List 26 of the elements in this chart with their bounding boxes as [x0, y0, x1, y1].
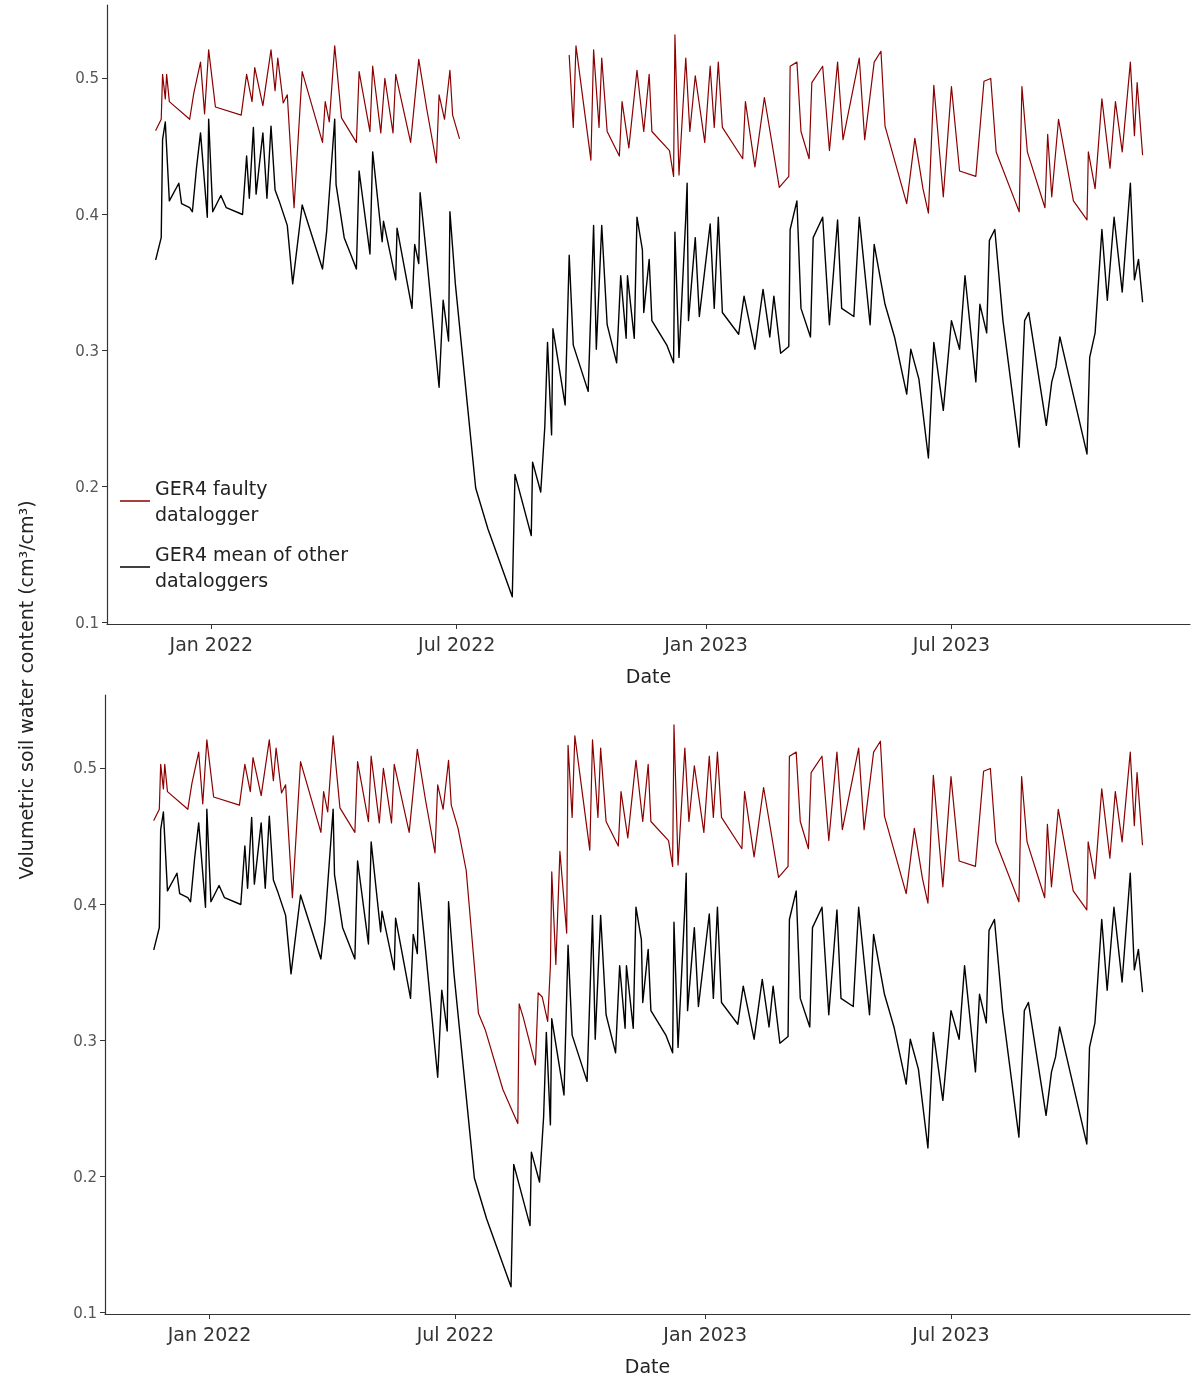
x-axis-title: Date [624, 1354, 671, 1377]
x-tick-label: Jul 2022 [415, 1322, 495, 1345]
y-tick-label: 0.3 [75, 341, 99, 360]
line-series [153, 724, 1144, 1125]
y-tick-label: 0.3 [73, 1031, 97, 1050]
x-tick-label: Jan 2022 [168, 632, 254, 655]
line-series [153, 808, 1144, 1288]
x-tick-label: Jan 2022 [166, 1322, 252, 1345]
y-tick-label: 0.1 [75, 613, 99, 632]
line-series [155, 118, 1144, 598]
y-tick-label: 0.4 [73, 895, 97, 914]
y-tick-label: 0.5 [75, 69, 99, 88]
y-axis-title: Volumetric soil water content (cm³/cm³) [15, 500, 37, 880]
y-tick-label: 0.2 [73, 1167, 97, 1186]
x-axis-title: Date [625, 664, 672, 687]
y-tick-label: 0.1 [73, 1303, 97, 1322]
y-tick-label: 0.2 [75, 477, 99, 496]
legend-label: GER4 mean of other dataloggers [155, 543, 354, 591]
x-tick-label: Jul 2023 [911, 1322, 990, 1345]
x-tick-label: Jan 2023 [662, 1322, 748, 1345]
x-tick-label: Jul 2022 [417, 632, 496, 655]
x-tick-label: Jan 2023 [663, 632, 748, 655]
y-tick-label: 0.4 [75, 205, 99, 224]
y-tick-label: 0.5 [73, 759, 97, 778]
legend-label: GER4 faulty datalogger [155, 477, 274, 525]
x-tick-label: Jul 2023 [911, 632, 991, 655]
